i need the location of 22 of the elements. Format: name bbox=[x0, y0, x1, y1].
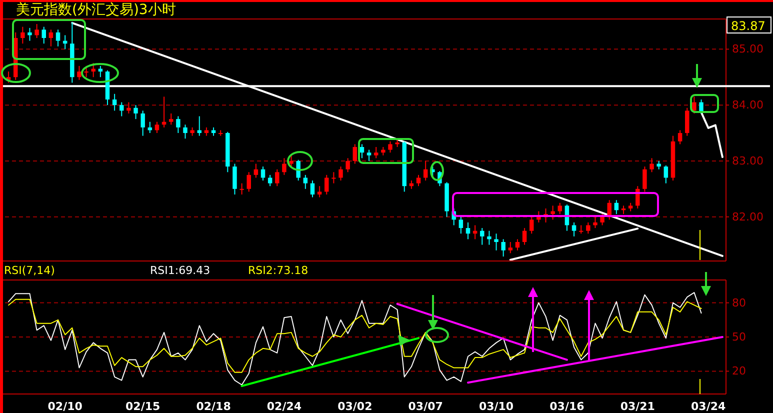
x-tick-label: 03/07 bbox=[408, 400, 443, 413]
x-tick-label: 02/10 bbox=[48, 400, 83, 413]
x-tick-label: 02/15 bbox=[126, 400, 160, 413]
y-tick-label: 85.00 bbox=[732, 42, 764, 56]
y-tick-label: 80 bbox=[732, 296, 746, 310]
x-tick-label: 03/16 bbox=[550, 400, 585, 413]
text: RSI1:69.43 bbox=[150, 264, 210, 277]
text: 83.87 bbox=[731, 19, 766, 33]
x-tick-label: 02/18 bbox=[196, 400, 231, 413]
x-tick-label: 02/24 bbox=[266, 400, 302, 413]
x-tick-label: 03/10 bbox=[478, 400, 514, 413]
chart-title: RSI(7,14) bbox=[4, 264, 55, 277]
chart-title: 美元指数(外汇交易)3小时 bbox=[16, 2, 176, 18]
y-tick-label: 84.00 bbox=[732, 98, 764, 112]
y-tick-label: 82.00 bbox=[732, 210, 764, 224]
x-tick-label: 03/24 bbox=[691, 400, 726, 413]
x-tick-label: 03/02 bbox=[338, 400, 372, 413]
x-tick-label: 03/21 bbox=[620, 400, 655, 413]
y-tick-label: 50 bbox=[732, 330, 746, 344]
y-tick-label: 20 bbox=[732, 364, 746, 378]
y-tick-label: 83.00 bbox=[732, 154, 764, 168]
text: RSI2:73.18 bbox=[248, 264, 308, 277]
